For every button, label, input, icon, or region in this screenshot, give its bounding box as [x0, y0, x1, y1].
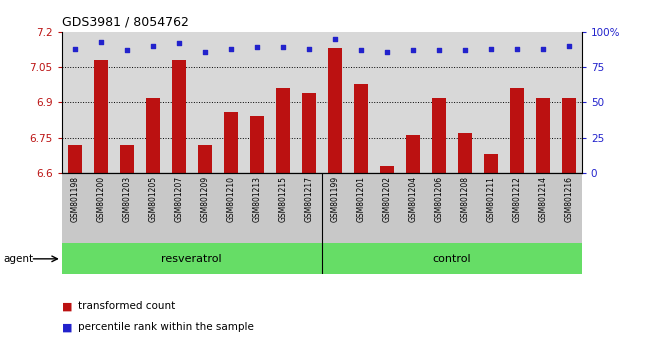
Text: agent: agent — [3, 254, 33, 264]
Point — [382, 49, 392, 55]
Point — [356, 47, 366, 53]
Point — [174, 40, 184, 46]
Text: GSM801202: GSM801202 — [382, 176, 391, 222]
Text: GSM801208: GSM801208 — [460, 176, 469, 222]
Bar — [458, 133, 472, 173]
Text: GSM801203: GSM801203 — [122, 176, 131, 223]
Point — [486, 46, 496, 52]
Text: GSM801214: GSM801214 — [538, 176, 547, 222]
Text: GSM801212: GSM801212 — [512, 176, 521, 222]
Text: transformed count: transformed count — [78, 301, 176, 311]
Text: GSM801217: GSM801217 — [304, 176, 313, 222]
Point — [70, 46, 80, 52]
Bar — [224, 112, 238, 173]
Point — [408, 47, 418, 53]
Point — [96, 39, 106, 45]
Bar — [94, 60, 108, 173]
Point — [226, 46, 236, 52]
Point — [330, 36, 340, 42]
Bar — [510, 88, 524, 173]
Bar — [354, 84, 368, 173]
Bar — [146, 98, 160, 173]
Point — [304, 46, 314, 52]
Point — [278, 45, 288, 50]
Text: ■: ■ — [62, 301, 72, 311]
Text: GSM801206: GSM801206 — [434, 176, 443, 223]
Bar — [198, 145, 212, 173]
Point — [200, 49, 210, 55]
Text: GSM801201: GSM801201 — [356, 176, 365, 222]
Bar — [562, 98, 576, 173]
Text: GSM801207: GSM801207 — [174, 176, 183, 223]
Bar — [302, 93, 316, 173]
Text: resveratrol: resveratrol — [161, 255, 222, 264]
Bar — [328, 48, 342, 173]
Point — [434, 47, 444, 53]
Point — [564, 43, 574, 49]
Bar — [484, 154, 498, 173]
Text: GSM801215: GSM801215 — [278, 176, 287, 222]
Bar — [68, 145, 82, 173]
Text: GSM801213: GSM801213 — [252, 176, 261, 222]
Text: GSM801205: GSM801205 — [148, 176, 157, 223]
Bar — [432, 98, 446, 173]
Text: GSM801216: GSM801216 — [564, 176, 573, 222]
Text: GSM801198: GSM801198 — [70, 176, 79, 222]
Text: control: control — [432, 255, 471, 264]
Text: GSM801204: GSM801204 — [408, 176, 417, 223]
Text: ■: ■ — [62, 322, 72, 332]
Point — [512, 46, 522, 52]
Text: GDS3981 / 8054762: GDS3981 / 8054762 — [62, 16, 188, 29]
Bar — [172, 60, 186, 173]
Bar — [120, 145, 134, 173]
Text: GSM801210: GSM801210 — [226, 176, 235, 222]
Point — [148, 43, 158, 49]
Text: GSM801211: GSM801211 — [486, 176, 495, 222]
Bar — [406, 135, 420, 173]
Text: GSM801199: GSM801199 — [330, 176, 339, 223]
Bar — [250, 116, 264, 173]
Point — [460, 47, 470, 53]
Text: percentile rank within the sample: percentile rank within the sample — [78, 322, 254, 332]
Point — [252, 45, 262, 50]
Bar — [536, 98, 550, 173]
Text: GSM801209: GSM801209 — [200, 176, 209, 223]
Point — [538, 46, 548, 52]
Point — [122, 47, 132, 53]
Bar — [380, 166, 394, 173]
Text: GSM801200: GSM801200 — [96, 176, 105, 223]
Bar — [276, 88, 290, 173]
